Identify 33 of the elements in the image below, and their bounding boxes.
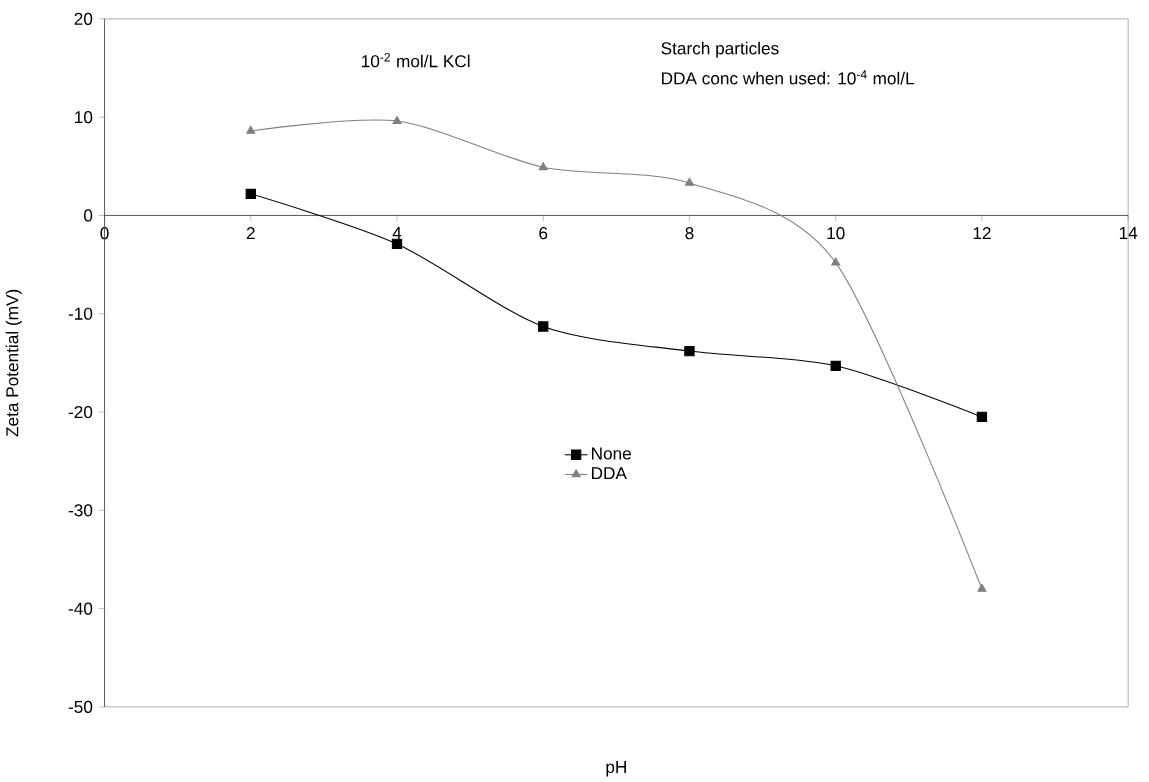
point — [391, 238, 403, 250]
legend-label: DDA — [592, 467, 627, 480]
y-axis-title: Zeta Potential (mV) — [5, 289, 22, 437]
x-tick-label: 4 — [392, 227, 402, 239]
point — [684, 177, 695, 186]
x-axis-title: pH — [606, 760, 626, 777]
y-tick-label: -40 — [68, 602, 93, 615]
y-tick-label: -50 — [68, 700, 93, 713]
y-tick-label: 20 — [74, 12, 93, 25]
point — [684, 345, 695, 357]
point — [976, 411, 988, 423]
y-tick-label: -20 — [68, 405, 93, 419]
x-tick-label: 12 — [973, 227, 991, 240]
annotation: Starch particles — [661, 41, 779, 58]
point — [392, 115, 402, 124]
x-tick-label: 14 — [1119, 227, 1138, 239]
annotation: 10$^{-2}$ mol/L KCl — [362, 52, 470, 68]
y-tick-label: -30 — [68, 504, 93, 517]
point — [246, 125, 256, 134]
y-tick-label: 10 — [75, 110, 93, 124]
point — [245, 188, 256, 199]
point — [831, 257, 841, 266]
x-tick-label: 2 — [246, 227, 255, 240]
point — [830, 360, 841, 371]
y-tick-label: -10 — [68, 307, 93, 320]
annotation: DDA conc when used: 10$^{-4}$ mol/L — [662, 70, 915, 85]
x-tick-label: 8 — [685, 227, 694, 240]
point — [538, 162, 548, 171]
x-tick-label: 10 — [827, 227, 845, 240]
point — [538, 321, 549, 332]
x-tick-label: 6 — [539, 227, 548, 240]
legend-label: None — [592, 447, 631, 460]
y-tick-label: 0 — [83, 209, 93, 222]
